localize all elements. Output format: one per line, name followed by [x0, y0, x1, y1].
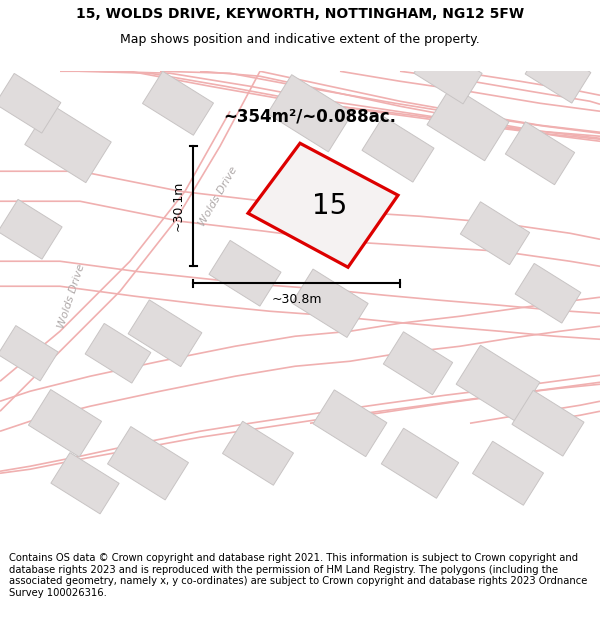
- Polygon shape: [0, 199, 62, 259]
- Polygon shape: [128, 300, 202, 367]
- Text: Contains OS data © Crown copyright and database right 2021. This information is : Contains OS data © Crown copyright and d…: [9, 553, 587, 598]
- Polygon shape: [292, 269, 368, 338]
- Text: ~354m²/~0.088ac.: ~354m²/~0.088ac.: [223, 107, 397, 125]
- Polygon shape: [313, 390, 387, 457]
- Polygon shape: [0, 326, 58, 381]
- Polygon shape: [267, 74, 353, 152]
- Polygon shape: [85, 323, 151, 383]
- Polygon shape: [456, 345, 540, 421]
- Text: ~30.1m: ~30.1m: [172, 181, 185, 231]
- Polygon shape: [107, 427, 188, 500]
- Polygon shape: [248, 143, 398, 268]
- Polygon shape: [382, 428, 458, 498]
- Polygon shape: [525, 43, 591, 103]
- Polygon shape: [515, 263, 581, 323]
- Polygon shape: [51, 452, 119, 514]
- Text: ~30.8m: ~30.8m: [271, 293, 322, 306]
- Polygon shape: [383, 332, 452, 395]
- Text: 15, WOLDS DRIVE, KEYWORTH, NOTTINGHAM, NG12 5FW: 15, WOLDS DRIVE, KEYWORTH, NOTTINGHAM, N…: [76, 8, 524, 21]
- Polygon shape: [223, 421, 293, 485]
- Polygon shape: [209, 241, 281, 306]
- Polygon shape: [0, 73, 61, 133]
- Polygon shape: [505, 122, 575, 185]
- Polygon shape: [512, 391, 584, 456]
- Polygon shape: [25, 104, 111, 182]
- Text: 15: 15: [313, 192, 347, 220]
- Polygon shape: [414, 42, 482, 104]
- Polygon shape: [472, 441, 544, 505]
- Polygon shape: [28, 389, 101, 457]
- Polygon shape: [142, 71, 214, 135]
- Polygon shape: [362, 116, 434, 182]
- Polygon shape: [427, 86, 509, 161]
- Text: Wolds Drive: Wolds Drive: [197, 164, 239, 228]
- Polygon shape: [460, 202, 530, 265]
- Text: Map shows position and indicative extent of the property.: Map shows position and indicative extent…: [120, 34, 480, 46]
- Text: Wolds Drive: Wolds Drive: [57, 262, 87, 330]
